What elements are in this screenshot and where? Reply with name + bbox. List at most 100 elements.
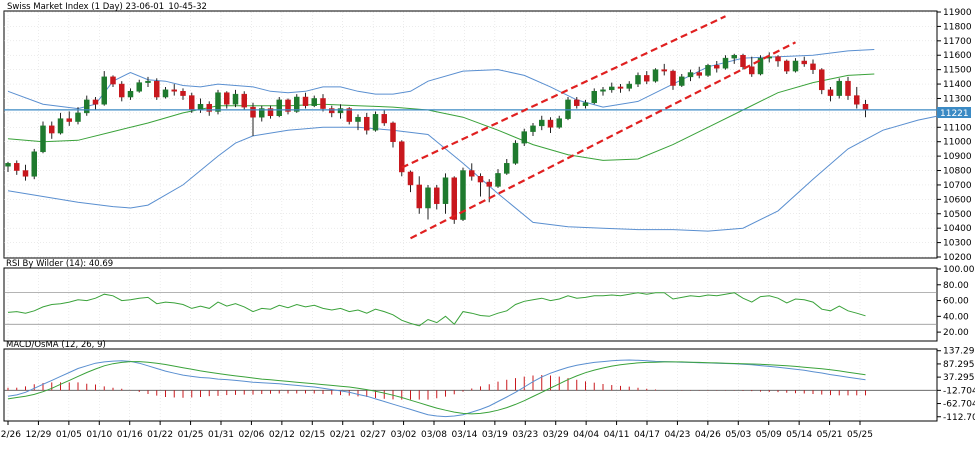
rsi-tick-label: 60.00 (943, 297, 969, 307)
date-tick-label: 02/21 (330, 430, 356, 440)
candle-down (241, 93, 247, 108)
price-tick-label: 11700 (943, 37, 972, 47)
candle-up (836, 80, 842, 96)
candle-down (381, 114, 387, 124)
candle-down (285, 99, 291, 112)
rsi-panel-frame[interactable] (3, 267, 938, 342)
macd-tick-label: 37.2958 (943, 373, 975, 383)
candle-down (714, 65, 720, 69)
candle-down (92, 99, 99, 105)
price-tick-label: 11500 (943, 66, 972, 76)
candle-down (14, 163, 20, 171)
rsi-tick-label: 100.00 (943, 265, 975, 275)
date-tick-label: 12/26 (0, 430, 21, 440)
candle-down (434, 187, 440, 204)
rsi-tick-label: 40.00 (943, 312, 969, 322)
date-tick-label: 03/14 (451, 430, 477, 440)
candle-down (364, 116, 370, 131)
date-tick-label: 02/12 (269, 430, 295, 440)
date-tick-label: 01/25 (178, 430, 204, 440)
candle-up (355, 116, 361, 122)
candle-down (416, 184, 422, 209)
rsi-tick-label: 20.00 (943, 328, 969, 338)
date-tick-label: 01/16 (117, 430, 143, 440)
price-tick-label: 10700 (943, 181, 972, 191)
candle-down (696, 72, 702, 76)
candle-down (346, 108, 352, 122)
candle-up (582, 102, 589, 106)
candle-up (197, 103, 204, 111)
candle-down (775, 56, 781, 62)
candle-up (652, 69, 659, 82)
candle-down (827, 89, 834, 96)
date-tick-label: 04/17 (634, 430, 660, 440)
price-tick-label: 11600 (943, 51, 972, 61)
candle-up (5, 163, 11, 167)
candle-down (22, 170, 29, 177)
price-tick-label: 10600 (943, 195, 972, 205)
candle-down (49, 125, 55, 134)
date-tick-label: 05/09 (756, 430, 782, 440)
date-tick-label: 01/10 (86, 430, 112, 440)
candle-up (591, 91, 597, 104)
candle-up (679, 76, 685, 86)
candle-down (154, 80, 160, 98)
axis-labels: 1190011800117001160011500114001130011200… (0, 8, 975, 440)
candle-down (477, 176, 484, 183)
candle-down (661, 69, 667, 72)
candle-up (731, 54, 737, 59)
candle-down (810, 63, 816, 70)
candle-down (66, 118, 72, 122)
candle-down (399, 141, 405, 173)
candle-up (512, 142, 519, 164)
candle-up (757, 57, 764, 75)
candles (5, 52, 869, 224)
candle-up (705, 65, 711, 76)
candle-down (390, 122, 396, 142)
candle-up (311, 98, 317, 106)
candle-down (862, 103, 869, 111)
date-tick-label: 04/11 (604, 430, 630, 440)
candle-up (609, 86, 615, 91)
date-tick-label: 03/08 (421, 430, 447, 440)
candle-down (451, 177, 457, 220)
price-tick-label: 10800 (943, 167, 972, 177)
candle-up (600, 89, 606, 92)
date-tick-label: 05/25 (847, 430, 873, 440)
candle-down (801, 60, 807, 65)
candle-down (574, 99, 580, 106)
candle-up (75, 112, 81, 122)
price-tick-label: 11100 (943, 123, 972, 133)
date-tick-label: 12/29 (25, 430, 51, 440)
candle-down (644, 75, 650, 82)
candle-up (530, 125, 536, 132)
candle-up (539, 119, 545, 127)
price-panel-frame[interactable] (3, 10, 938, 259)
candle-up (635, 75, 641, 85)
bollinger-middle-line (7, 73, 875, 161)
candle-up (31, 151, 37, 177)
candle-down (749, 66, 755, 75)
candle-down (486, 181, 492, 187)
lower-trend-channel-line (410, 41, 796, 240)
date-tick-label: 05/14 (786, 430, 812, 440)
candle-up (687, 72, 694, 78)
price-tick-label: 10200 (943, 253, 972, 263)
candle-up (259, 108, 265, 118)
date-tick-label: 02/15 (299, 430, 325, 440)
candle-down (547, 119, 554, 128)
price-tick-label: 11800 (943, 22, 972, 32)
candle-up (460, 170, 466, 220)
candle-down (670, 70, 676, 86)
candle-up (521, 131, 527, 144)
rsi-tick-label: 80.00 (943, 281, 969, 291)
date-tick-label: 01/05 (56, 430, 82, 440)
candle-up (57, 118, 64, 134)
candle-down (854, 95, 860, 105)
candle-up (442, 177, 449, 204)
price-tick-label: 11900 (943, 8, 972, 18)
candle-up (337, 108, 344, 114)
macd-panel-frame[interactable] (3, 348, 938, 422)
candle-down (407, 171, 414, 186)
